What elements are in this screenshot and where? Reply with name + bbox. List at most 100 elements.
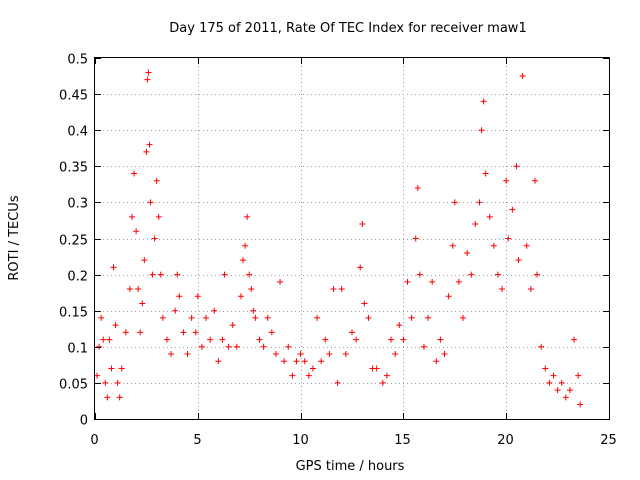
data-point	[233, 343, 240, 350]
data-point	[429, 278, 436, 285]
data-point	[157, 271, 164, 278]
grid-lines	[95, 58, 609, 419]
data-point	[151, 235, 158, 242]
y-tick-label: 0.3	[67, 197, 88, 212]
x-tick-label: 5	[193, 433, 201, 448]
data-point	[116, 394, 123, 401]
data-point	[359, 221, 366, 228]
data-point	[478, 127, 485, 134]
data-point	[460, 314, 467, 321]
data-point	[503, 177, 510, 184]
data-point	[176, 293, 183, 300]
data-point	[149, 271, 156, 278]
data-point	[550, 372, 557, 379]
data-point	[577, 401, 584, 408]
data-point	[357, 264, 364, 271]
data-point	[163, 336, 170, 343]
y-tick-label: 0.4	[67, 125, 88, 140]
data-point	[240, 257, 247, 264]
data-point	[490, 242, 497, 249]
data-point	[98, 314, 105, 321]
data-point	[309, 365, 316, 372]
x-tick-label: 0	[90, 433, 98, 448]
data-point	[408, 314, 415, 321]
data-point	[229, 322, 236, 329]
data-point	[509, 206, 516, 213]
data-point	[135, 286, 142, 293]
data-point	[301, 358, 308, 365]
data-point	[326, 351, 333, 358]
data-point	[476, 199, 483, 206]
data-point	[499, 286, 506, 293]
x-tick-label: 10	[292, 433, 309, 448]
data-point	[527, 286, 534, 293]
data-point	[538, 343, 545, 350]
x-tick-label: 20	[497, 433, 514, 448]
data-point	[194, 293, 201, 300]
data-point	[122, 329, 129, 336]
data-point	[414, 184, 421, 191]
data-point	[482, 170, 489, 177]
data-point	[225, 343, 232, 350]
data-point	[546, 379, 553, 386]
data-point	[180, 329, 187, 336]
data-point	[237, 293, 244, 300]
data-point	[221, 271, 228, 278]
data-point	[168, 351, 175, 358]
data-point	[472, 221, 479, 228]
data-point	[400, 336, 407, 343]
data-point	[542, 365, 549, 372]
data-point	[139, 300, 146, 307]
y-tick-label: 0.25	[59, 234, 88, 249]
axis-ticks	[95, 58, 610, 420]
data-point	[464, 249, 471, 256]
data-point	[383, 372, 390, 379]
data-point	[102, 379, 109, 386]
y-tick-label: 0.1	[67, 342, 88, 357]
x-tick-label: 15	[394, 433, 411, 448]
data-point	[361, 300, 368, 307]
data-point	[207, 336, 214, 343]
data-point	[188, 314, 195, 321]
data-point	[260, 343, 267, 350]
data-point	[534, 271, 541, 278]
data-point	[433, 358, 440, 365]
x-tick-labels: 0 5 10 15 20 25	[90, 433, 616, 448]
data-point	[203, 314, 210, 321]
data-point	[451, 199, 458, 206]
data-point	[110, 264, 117, 271]
data-point	[211, 307, 218, 314]
data-point	[314, 314, 321, 321]
data-point	[112, 322, 119, 329]
data-point	[146, 141, 153, 148]
data-point	[100, 336, 107, 343]
data-point	[268, 329, 275, 336]
data-point	[558, 379, 565, 386]
data-point	[412, 235, 419, 242]
data-point	[441, 351, 448, 358]
data-point	[404, 278, 411, 285]
data-point	[449, 242, 456, 249]
data-point	[242, 242, 249, 249]
data-point	[318, 358, 325, 365]
x-axis-label: GPS time / hours	[296, 459, 405, 474]
data-point	[192, 329, 199, 336]
data-point	[480, 98, 487, 105]
data-point	[133, 228, 140, 235]
data-point	[494, 271, 501, 278]
data-point	[425, 314, 432, 321]
data-point	[137, 329, 144, 336]
data-points	[94, 69, 584, 408]
plot-frame	[94, 57, 610, 420]
data-point	[365, 314, 372, 321]
data-point	[338, 286, 345, 293]
data-point	[108, 365, 115, 372]
data-point	[144, 76, 151, 83]
data-point	[159, 314, 166, 321]
data-point	[141, 257, 148, 264]
data-point	[215, 358, 222, 365]
data-point	[289, 372, 296, 379]
data-point	[505, 235, 512, 242]
data-point	[277, 278, 284, 285]
